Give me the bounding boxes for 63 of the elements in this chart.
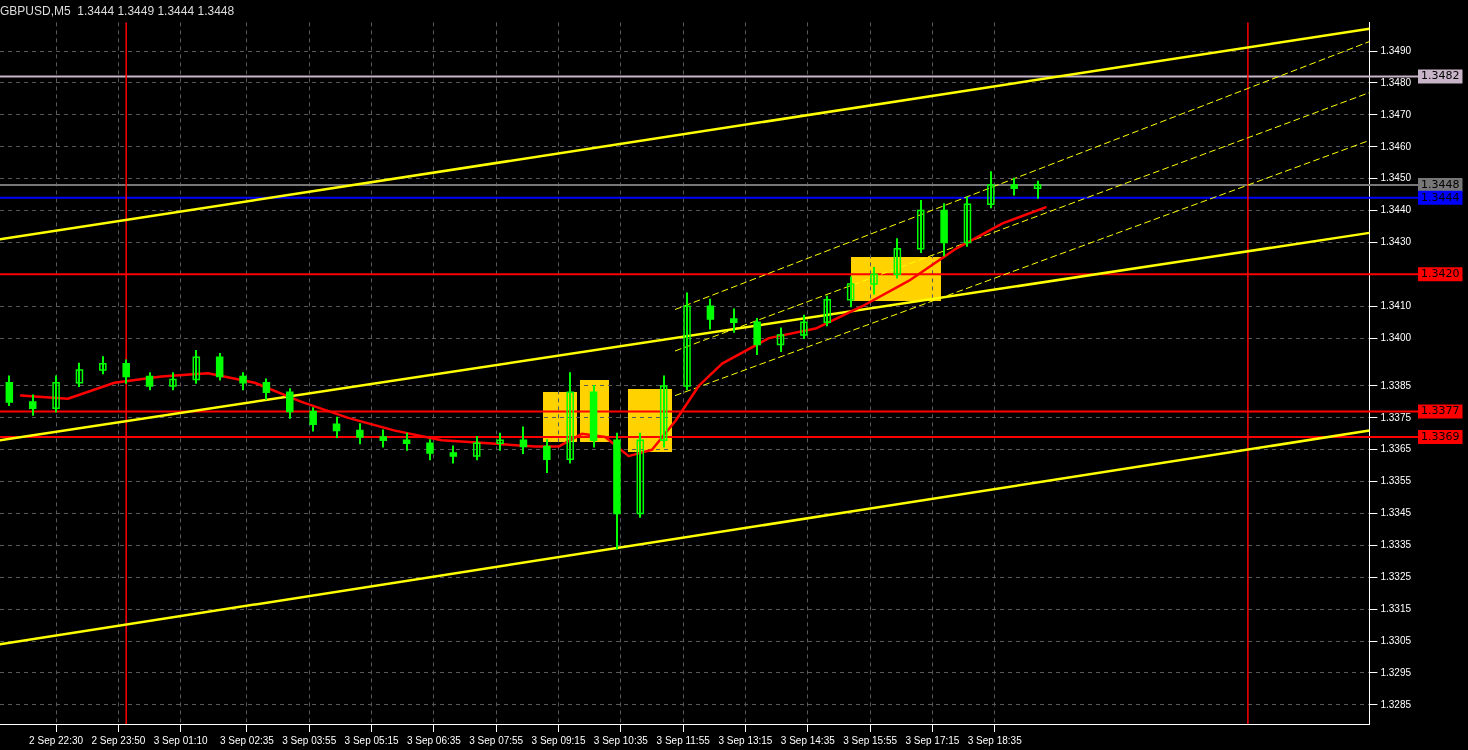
ref-line-label: 1.3420 bbox=[1421, 267, 1460, 281]
y-tick-label: 1.3470 bbox=[1380, 108, 1412, 120]
candlestick bbox=[800, 314, 808, 340]
ref-line-label: 1.3377 bbox=[1421, 404, 1460, 418]
x-tick-label: 3 Sep 05:15 bbox=[344, 734, 399, 746]
y-tick-label: 1.3480 bbox=[1380, 76, 1412, 88]
candlestick bbox=[169, 372, 177, 391]
chart-title: GBPUSD,M5 1.3444 1.3449 1.3444 1.3448 bbox=[0, 3, 235, 18]
y-tick-label: 1.3440 bbox=[1380, 204, 1412, 216]
x-tick-label: 2 Sep 22:30 bbox=[29, 734, 84, 746]
y-tick-label: 1.3430 bbox=[1380, 236, 1412, 248]
y-tick-label: 1.3375 bbox=[1380, 411, 1412, 423]
y-tick-label: 1.3355 bbox=[1380, 475, 1412, 487]
y-tick-label: 1.3460 bbox=[1380, 140, 1412, 152]
candlestick bbox=[99, 356, 107, 375]
candlestick bbox=[776, 327, 785, 352]
y-tick-label: 1.3410 bbox=[1380, 299, 1412, 311]
candlestick bbox=[893, 238, 902, 279]
candlestick bbox=[963, 196, 972, 247]
y-tick-label: 1.3385 bbox=[1380, 379, 1412, 391]
candlestick bbox=[52, 375, 60, 413]
y-tick-label: 1.3450 bbox=[1380, 172, 1412, 184]
ref-line-label: 1.3369 bbox=[1421, 429, 1460, 443]
x-tick-label: 3 Sep 06:35 bbox=[406, 734, 462, 746]
ref-line-label: 1.3444 bbox=[1421, 190, 1460, 204]
candlestick bbox=[75, 362, 84, 387]
x-tick-label: 3 Sep 11:55 bbox=[656, 734, 711, 746]
x-tick-label: 3 Sep 01:10 bbox=[153, 734, 209, 746]
candlestick bbox=[659, 375, 668, 448]
y-tick-label: 1.3490 bbox=[1380, 44, 1412, 56]
y-tick-label: 1.3315 bbox=[1380, 602, 1412, 614]
candlestick bbox=[987, 171, 995, 209]
x-tick-label: 3 Sep 07:55 bbox=[469, 734, 524, 746]
x-tick-label: 3 Sep 15:55 bbox=[843, 734, 898, 746]
y-tick-label: 1.3400 bbox=[1380, 331, 1412, 343]
x-tick-label: 3 Sep 03:55 bbox=[282, 734, 337, 746]
candlestick bbox=[192, 349, 201, 384]
ref-line-label: 1.3448 bbox=[1421, 177, 1460, 191]
x-tick-label: 3 Sep 09:15 bbox=[531, 734, 586, 746]
x-tick-label: 3 Sep 02:35 bbox=[219, 734, 275, 746]
x-tick-label: 3 Sep 13:15 bbox=[718, 734, 773, 746]
x-tick-label: 3 Sep 14:35 bbox=[780, 734, 836, 746]
candlestick bbox=[636, 432, 645, 518]
y-tick-label: 1.3285 bbox=[1380, 698, 1412, 710]
x-tick-label: 3 Sep 17:15 bbox=[905, 734, 960, 746]
x-tick-label: 3 Sep 18:35 bbox=[967, 734, 1023, 746]
candlestick bbox=[916, 199, 925, 254]
candlestick bbox=[846, 276, 855, 308]
y-tick-label: 1.3365 bbox=[1380, 443, 1412, 455]
y-tick-label: 1.3295 bbox=[1380, 666, 1412, 678]
x-tick-label: 2 Sep 23:50 bbox=[91, 734, 146, 746]
y-tick-label: 1.3305 bbox=[1380, 634, 1412, 646]
candlestick bbox=[496, 432, 504, 451]
candlestick bbox=[566, 372, 574, 464]
candlestick bbox=[472, 435, 481, 461]
candlestick bbox=[683, 292, 691, 391]
y-tick-label: 1.3325 bbox=[1380, 571, 1412, 583]
ref-line-label: 1.3482 bbox=[1421, 69, 1460, 83]
y-tick-label: 1.3335 bbox=[1380, 539, 1412, 551]
candlestick bbox=[823, 295, 832, 327]
x-tick-label: 3 Sep 10:35 bbox=[593, 734, 649, 746]
y-tick-label: 1.3345 bbox=[1380, 507, 1412, 519]
candlestick bbox=[870, 266, 878, 295]
